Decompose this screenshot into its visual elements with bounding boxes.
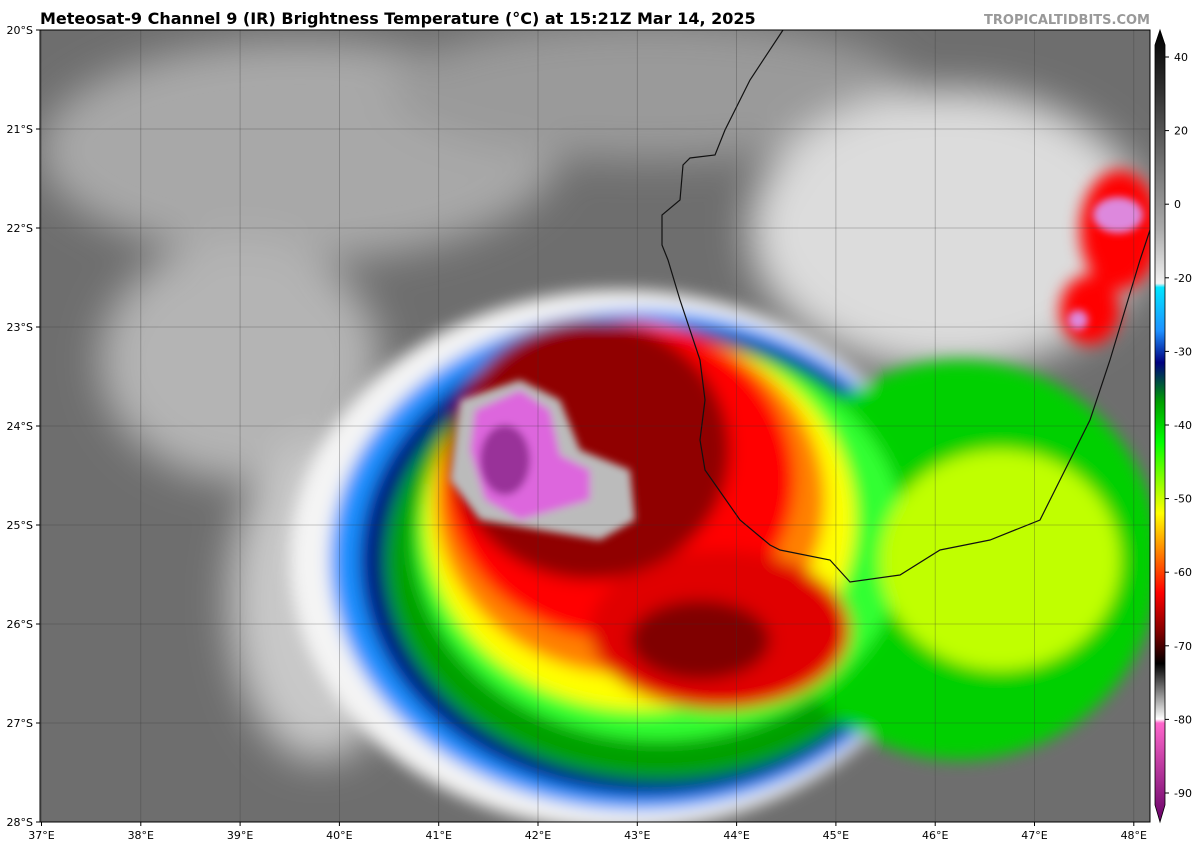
graticule <box>40 29 1150 823</box>
lat-label: 25°S <box>7 519 33 532</box>
lon-label: 41°E <box>425 829 451 842</box>
lat-label: 28°S <box>7 816 33 829</box>
lon-label: 48°E <box>1121 829 1147 842</box>
credit: TROPICALTIDBITS.COM <box>984 13 1150 28</box>
lon-label: 46°E <box>922 829 948 842</box>
colorbar-label: -50 <box>1174 493 1192 506</box>
colorbar-label: 20 <box>1174 125 1188 138</box>
lat-label: 24°S <box>7 420 33 433</box>
colorbar-label: -80 <box>1174 713 1192 726</box>
lat-label: 26°S <box>7 618 33 631</box>
lat-label: 27°S <box>7 717 33 730</box>
lon-label: 45°E <box>823 829 849 842</box>
lat-label: 21°S <box>7 123 33 136</box>
lon-label: 38°E <box>128 829 154 842</box>
lon-label: 37°E <box>28 829 54 842</box>
colorbar-label: -70 <box>1174 640 1192 653</box>
lon-label: 39°E <box>227 829 253 842</box>
lon-label: 43°E <box>624 829 650 842</box>
lat-label: 23°S <box>7 321 33 334</box>
lat-label: 20°S <box>7 24 33 37</box>
colorbar-label: -20 <box>1174 272 1192 285</box>
colorbar-label: -40 <box>1174 419 1192 432</box>
imagery <box>40 30 1150 822</box>
colorbar-label: -60 <box>1174 566 1192 579</box>
colorbar <box>1154 28 1166 824</box>
lon-label: 47°E <box>1021 829 1047 842</box>
colorbar-label: 40 <box>1174 51 1188 64</box>
lon-label: 44°E <box>723 829 749 842</box>
colorbar-label: 0 <box>1174 198 1181 211</box>
lon-label: 40°E <box>326 829 352 842</box>
lon-label: 42°E <box>525 829 551 842</box>
colorbar-label: -90 <box>1174 787 1192 800</box>
lat-label: 22°S <box>7 222 33 235</box>
colorbar-label: -30 <box>1174 345 1192 358</box>
title: Meteosat-9 Channel 9 (IR) Brightness Tem… <box>40 9 756 28</box>
